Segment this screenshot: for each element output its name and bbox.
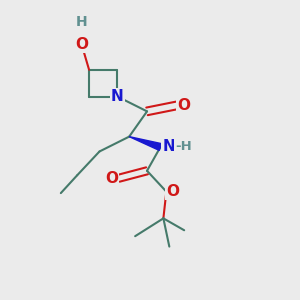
Polygon shape [129,136,161,150]
Text: O: O [167,184,179,199]
Text: O: O [75,37,88,52]
Text: N: N [111,89,124,104]
Text: O: O [177,98,190,113]
Text: O: O [105,171,118,186]
Text: -H: -H [175,140,192,153]
Text: H: H [76,15,88,29]
Text: N: N [162,139,175,154]
